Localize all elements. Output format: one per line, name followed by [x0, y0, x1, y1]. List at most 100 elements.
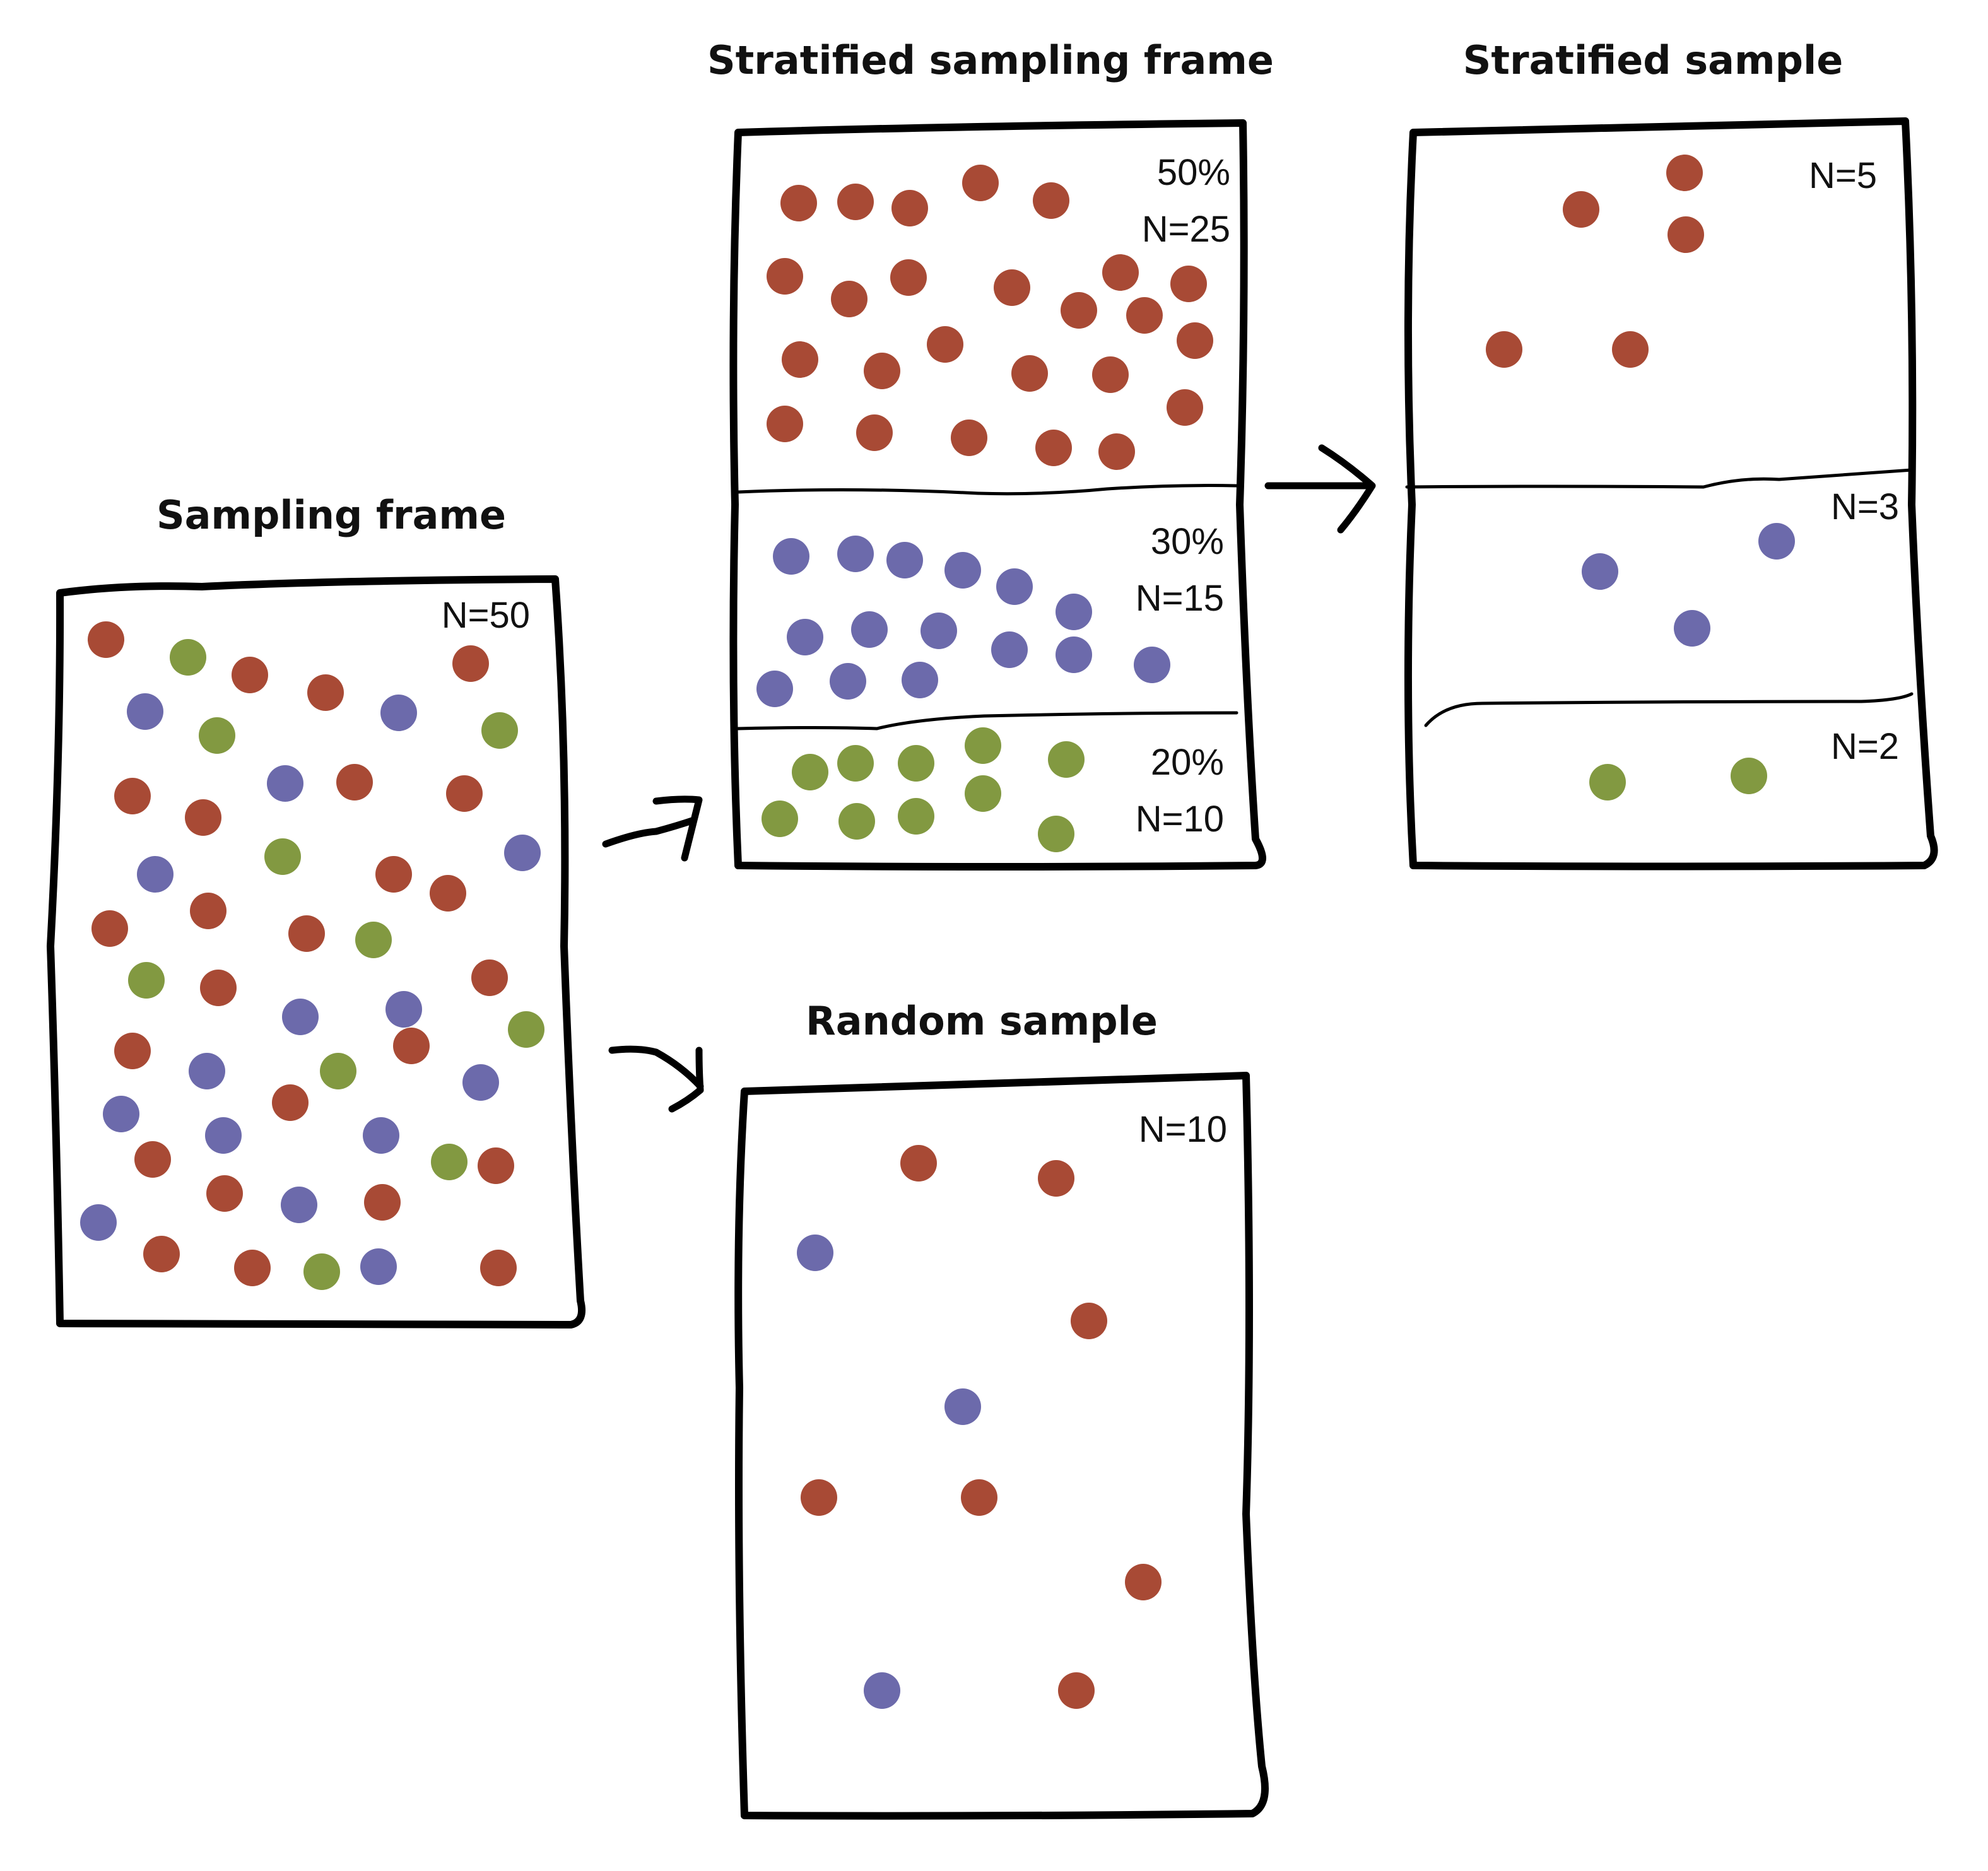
stratum-divider-2 [736, 711, 1238, 730]
stratified-frame-dot [944, 552, 981, 589]
stratified-sample-panel: Stratified sample N=5 N=3 N=2 [1404, 37, 1938, 871]
sample-stratum-divider-1 [1405, 468, 1914, 489]
stratified-frame-dot [1048, 741, 1085, 778]
stratum-divider-1 [736, 484, 1238, 496]
sampling-frame-dot [481, 712, 518, 749]
random-sample-count-label: N=10 [1139, 1109, 1227, 1150]
random-sample-dot [1071, 1303, 1107, 1339]
stratified-frame-dot [837, 536, 874, 572]
stratified-frame-dot [756, 671, 793, 707]
stratified-frame-dot [898, 745, 934, 782]
random-sample-dot [900, 1145, 937, 1182]
stratified-frame-dot [1167, 389, 1203, 426]
stratified-frame-dot [886, 542, 923, 578]
sampling-frame-dot [272, 1084, 309, 1121]
stratified-frame-dot [773, 538, 809, 575]
sampling-frame-dot [137, 856, 174, 893]
sampling-frame-dot [234, 1250, 271, 1286]
sampling-frame-dot [355, 922, 392, 958]
sampling-frame-dot [288, 915, 325, 952]
sampling-frame-dot [375, 856, 412, 893]
random-sample-box [734, 1072, 1269, 1820]
stratified-frame-dot [994, 269, 1030, 306]
sampling-frame-dot [114, 1033, 151, 1069]
sampling-frame-dot [199, 717, 235, 754]
stratum-3-count-label: N=10 [1136, 799, 1224, 840]
stratified-sample-dot [1674, 610, 1710, 647]
stratified-frame-dot [762, 801, 798, 837]
sampling-frame-dot [267, 765, 303, 802]
sampling-frame-dot [471, 959, 508, 996]
sampling-frame-dot [206, 1175, 243, 1212]
stratified-sample-dot [1582, 553, 1618, 590]
random-sample-dot [961, 1479, 997, 1516]
sampling-frame-dot [480, 1250, 517, 1286]
sampling-frame-dot [200, 970, 237, 1006]
stratified-frame-dot [767, 406, 803, 442]
stratified-frame-dot [902, 662, 938, 698]
stratum-1-percent: 50% [1157, 152, 1230, 193]
stratified-frame-dot [1038, 816, 1074, 852]
stratified-frame-dot [787, 619, 823, 655]
stratified-sample-box [1404, 117, 1938, 871]
sampling-frame-dot [393, 1028, 430, 1064]
sample-stratum-3-count-label: N=2 [1831, 726, 1899, 767]
stratified-frame-dot [890, 259, 927, 296]
stratified-frame-dot [837, 184, 874, 220]
stratified-sample-dot [1612, 331, 1649, 368]
stratified-sample-dot [1563, 191, 1599, 228]
random-sample-dot [797, 1235, 833, 1271]
stratified-frame-dot [920, 613, 957, 649]
sampling-frame-dot [205, 1117, 242, 1154]
sampling-frame-dot [91, 910, 128, 947]
sampling-frame-dot [504, 835, 541, 871]
stratified-frame-dot [1098, 433, 1135, 470]
sampling-frame-dot [264, 838, 301, 875]
stratified-frame-dots [756, 165, 1213, 852]
stratified-frame-dot [838, 803, 875, 840]
random-sample-dot [1038, 1160, 1074, 1197]
stratified-frame-dot [991, 631, 1028, 668]
stratified-frame-dot [1177, 322, 1213, 359]
sampling-frame-dot [320, 1053, 356, 1089]
sampling-frame-dot [189, 1053, 225, 1089]
stratified-frame-dot [996, 568, 1033, 605]
sampling-frame-dot [431, 1144, 468, 1180]
sampling-frame-dot [143, 1236, 180, 1272]
sampling-frame-dot [303, 1253, 340, 1290]
stratified-frame-dot [962, 165, 999, 201]
stratified-frame-dot [856, 414, 893, 451]
random-sample-dot [944, 1388, 981, 1425]
sample-stratum-1-count-label: N=5 [1809, 155, 1877, 196]
stratified-frame-dot [780, 185, 817, 221]
sampling-frame-dot [232, 657, 268, 693]
stratum-3-percent: 20% [1151, 742, 1224, 783]
arrow-to-random-sample [608, 1045, 704, 1113]
sampling-frame-dot [363, 1117, 399, 1154]
sampling-frame-dot [88, 621, 124, 658]
stratified-sample-dot [1667, 216, 1704, 253]
sampling-frame-dot [446, 775, 483, 812]
sampling-frame-box [47, 575, 586, 1328]
sampling-frame-dot [185, 799, 221, 836]
sampling-frame-dot [508, 1011, 544, 1048]
stratified-frame-dot [1011, 355, 1048, 392]
stratified-frame-dot [891, 190, 928, 226]
random-sample-dots [797, 1145, 1162, 1709]
stratified-frame-dot [1061, 292, 1097, 329]
stratified-sample-dots [1486, 155, 1795, 801]
stratified-frame-dot [767, 258, 803, 295]
stratified-frame-dot [1056, 594, 1092, 630]
sampling-frame-title: Sampling frame [156, 492, 506, 538]
stratified-sample-dot [1731, 758, 1767, 794]
stratified-frame-dot [1126, 297, 1163, 334]
stratified-frame-dot [1092, 356, 1129, 393]
stratified-frame-dot [965, 727, 1001, 764]
stratified-frame-dot [951, 419, 987, 456]
sampling-frame-dot [380, 695, 417, 731]
random-sample-dot [1058, 1672, 1095, 1709]
stratified-frame-panel: Stratified sampling frame 50% N=25 30% N… [707, 37, 1274, 871]
stratified-frame-dot [898, 798, 934, 835]
stratified-sample-title: Stratified sample [1463, 37, 1844, 83]
